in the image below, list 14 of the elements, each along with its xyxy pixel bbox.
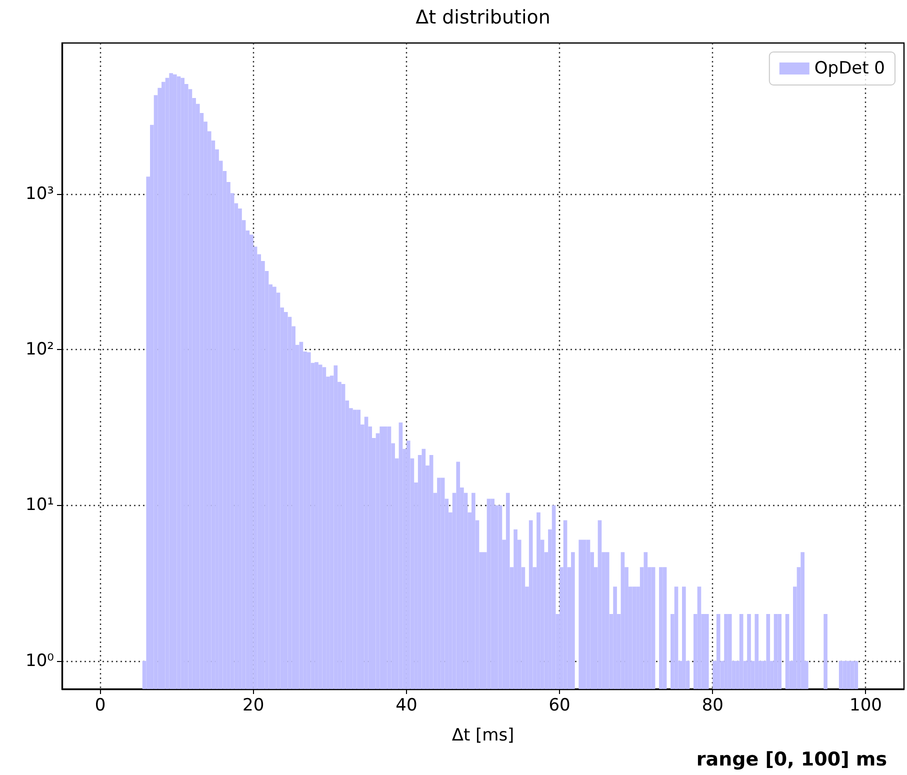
x-tick-label: 0: [94, 696, 106, 716]
y-tick-label: 10¹: [26, 495, 54, 516]
x-tick-label: 40: [396, 696, 418, 716]
x-tick-label: 100: [850, 696, 882, 716]
chart-title: Δt distribution: [416, 6, 550, 28]
y-tick-label: 10²: [26, 340, 54, 360]
x-tick-label: 80: [702, 696, 724, 716]
x-axis-title: Δt [ms]: [452, 726, 514, 746]
x-tick-label: 20: [242, 696, 264, 716]
text: range [0, 100] ms: [696, 748, 888, 770]
y-tick-label: 10⁰: [26, 650, 54, 671]
x-tick-label: 60: [548, 696, 570, 716]
y-tick-label: 10³: [26, 184, 54, 204]
legend-label: OpDet 0: [814, 58, 886, 78]
